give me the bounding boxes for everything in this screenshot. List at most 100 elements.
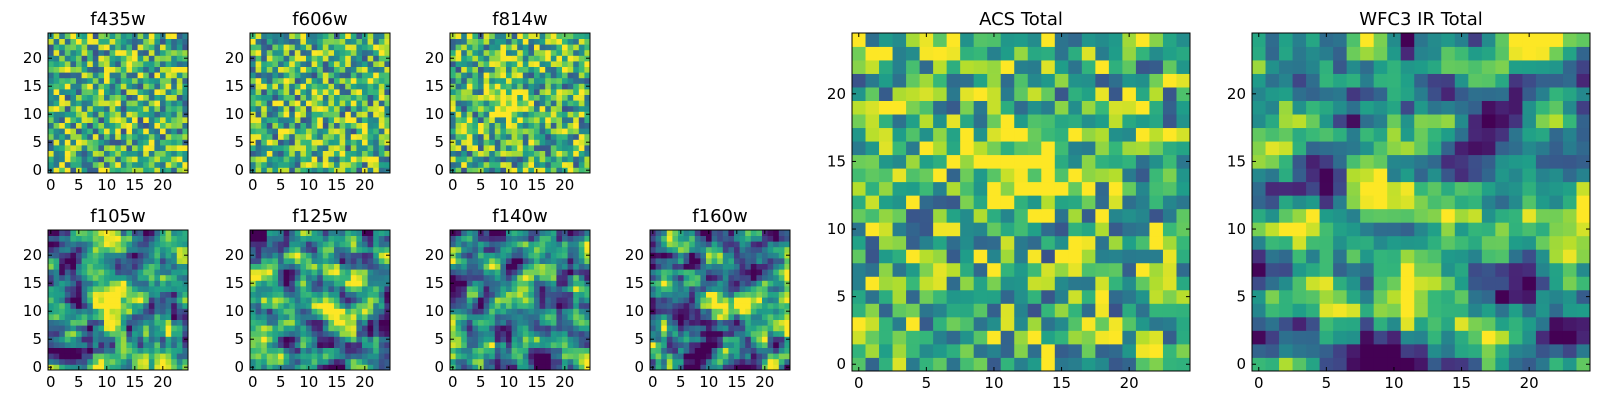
- heatmap-cell: [294, 235, 301, 242]
- heatmap-cell: [59, 44, 66, 51]
- heatmap-cell: [384, 286, 391, 292]
- heatmap-cell: [528, 297, 535, 304]
- heatmap-cell: [987, 316, 1002, 331]
- heatmap-cell: [494, 89, 501, 95]
- heatmap-cell: [59, 49, 66, 56]
- heatmap-cell: [455, 274, 462, 281]
- heatmap-cell: [506, 150, 512, 157]
- heatmap-cell: [767, 263, 774, 270]
- heatmap-cell: [255, 297, 262, 304]
- heatmap-cell: [483, 128, 490, 135]
- heatmap-cell: [584, 314, 591, 320]
- heatmap-cell: [489, 263, 496, 270]
- heatmap-cell: [171, 353, 178, 360]
- heatmap-cell: [528, 302, 535, 309]
- heatmap-cell: [115, 314, 122, 320]
- heatmap-cell: [132, 263, 138, 270]
- heatmap-cell: [378, 319, 385, 326]
- heatmap-cell: [59, 241, 66, 248]
- heatmap-cell: [500, 291, 507, 298]
- heatmap-cell: [506, 325, 512, 332]
- heatmap-cell: [522, 145, 529, 151]
- heatmap-cell: [879, 289, 893, 304]
- y-tick-label: 0: [32, 161, 42, 179]
- heatmap-cell: [87, 314, 94, 320]
- heatmap-cell: [356, 49, 363, 56]
- heatmap-cell: [745, 235, 752, 242]
- heatmap-cell: [683, 325, 690, 332]
- heatmap-cell: [500, 319, 507, 326]
- heatmap-cell: [160, 55, 166, 62]
- heatmap-cell: [573, 347, 580, 354]
- heatmap-cell: [171, 111, 178, 118]
- heatmap-cell: [584, 258, 591, 264]
- heatmap-cell: [1027, 222, 1042, 237]
- heatmap-cell: [109, 347, 116, 354]
- heatmap-cell: [362, 89, 368, 95]
- x-tick-label: 20: [555, 176, 574, 194]
- heatmap-cell: [64, 100, 71, 107]
- heatmap-cell: [322, 128, 329, 135]
- heatmap-cell: [478, 342, 484, 348]
- heatmap-cell: [450, 105, 456, 112]
- heatmap-cell: [300, 269, 307, 276]
- heatmap-cell: [584, 235, 591, 242]
- heatmap-cell: [328, 314, 335, 320]
- heatmap-cell: [666, 246, 673, 253]
- heatmap-cell: [109, 291, 116, 298]
- heatmap-cell: [289, 94, 296, 101]
- heatmap-cell: [506, 342, 512, 348]
- heatmap-cell: [784, 291, 791, 298]
- heatmap-cell: [384, 133, 391, 140]
- heatmap-cell: [272, 347, 279, 354]
- heatmap-cell: [562, 139, 568, 146]
- heatmap-cell: [137, 230, 144, 236]
- heatmap-cell: [345, 66, 352, 73]
- heatmap-cell: [650, 263, 656, 270]
- heatmap-cell: [266, 246, 273, 253]
- heatmap-cell: [311, 347, 318, 354]
- heatmap-cell: [109, 342, 116, 348]
- axes-frame: [649, 229, 791, 371]
- heatmap-cell: [154, 291, 161, 298]
- heatmap-cell: [367, 145, 374, 151]
- heatmap-cell: [734, 263, 740, 270]
- heatmap-cell: [322, 122, 329, 129]
- heatmap-cell: [120, 139, 127, 146]
- heatmap-cell: [266, 150, 273, 157]
- heatmap-cell: [154, 111, 161, 118]
- heatmap-cell: [734, 342, 740, 348]
- heatmap-cell: [1068, 235, 1083, 250]
- heatmap-cell: [92, 364, 99, 371]
- heatmap-cell: [539, 319, 546, 326]
- heatmap-cell: [126, 77, 133, 84]
- heatmap-cell: [562, 66, 568, 73]
- heatmap-cell: [171, 83, 178, 90]
- heatmap-cell: [322, 167, 329, 174]
- heatmap-cell: [294, 330, 301, 337]
- heatmap-cell: [328, 150, 335, 157]
- heatmap-cell: [567, 55, 574, 62]
- heatmap-cell: [261, 150, 268, 157]
- heatmap-cell: [522, 258, 529, 264]
- heatmap-cell: [115, 230, 122, 236]
- heatmap-cell: [717, 342, 724, 348]
- x-tick-label: 10: [299, 373, 318, 391]
- heatmap-cell: [584, 230, 591, 236]
- y-tick-label: 5: [434, 330, 444, 348]
- heatmap-cell: [76, 286, 82, 292]
- heatmap-cell: [322, 336, 329, 343]
- heatmap-cell: [461, 280, 468, 287]
- heatmap-cell: [573, 38, 580, 45]
- heatmap-cell: [126, 286, 133, 292]
- heatmap-cell: [567, 241, 574, 248]
- heatmap-cell: [289, 330, 296, 337]
- heatmap-cell: [92, 105, 99, 112]
- heatmap-cell: [573, 72, 580, 79]
- heatmap-cell: [115, 128, 122, 135]
- heatmap-cell: [48, 269, 54, 276]
- heatmap-cell: [756, 246, 763, 253]
- heatmap-cell: [266, 105, 273, 112]
- heatmap-cell: [328, 33, 335, 39]
- heatmap-cell: [773, 319, 780, 326]
